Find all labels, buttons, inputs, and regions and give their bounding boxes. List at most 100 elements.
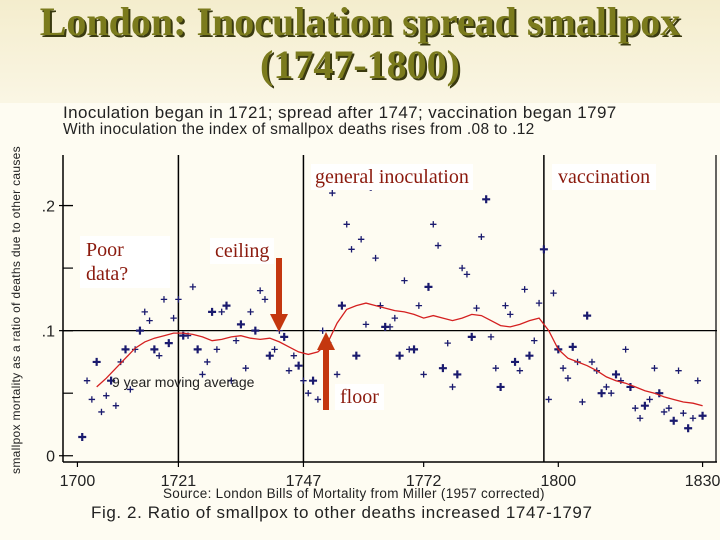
chart-subtitle-line2: With inoculation the index of smallpox d…	[63, 121, 535, 138]
data-point	[160, 296, 168, 303]
data-point	[348, 246, 355, 253]
data-point	[352, 351, 361, 360]
data-point	[236, 320, 245, 329]
data-point	[492, 364, 499, 372]
data-point	[467, 332, 476, 341]
data-point	[189, 283, 197, 291]
data-point	[141, 308, 148, 316]
x-tick-label: 1747	[286, 473, 322, 490]
data-point	[285, 367, 293, 374]
data-point	[415, 302, 423, 309]
moving-average-path	[96, 302, 703, 407]
data-point	[655, 389, 664, 398]
data-point	[309, 376, 318, 385]
data-point	[525, 351, 534, 360]
data-point	[107, 376, 116, 385]
data-point	[651, 364, 658, 372]
x-tick-label: 1772	[406, 473, 442, 490]
data-point	[319, 327, 326, 334]
data-point	[150, 345, 159, 354]
poor-data-label: Poor data?	[80, 236, 170, 288]
data-point	[608, 389, 615, 397]
data-point	[545, 396, 552, 403]
data-point	[247, 308, 254, 316]
data-point	[458, 264, 466, 272]
ceiling-arrow-head	[270, 314, 288, 332]
data-point	[632, 405, 639, 412]
general-inoculation-label: general inoculation	[311, 164, 473, 190]
data-point	[103, 392, 110, 399]
data-point	[617, 377, 625, 384]
y-tick-label: .1	[42, 324, 55, 341]
data-point	[444, 339, 451, 347]
data-point	[199, 371, 206, 378]
data-point	[256, 287, 264, 294]
data-point	[684, 424, 693, 433]
data-point	[473, 304, 480, 312]
data-point	[434, 242, 442, 249]
data-point	[395, 351, 404, 360]
data-point	[228, 377, 235, 384]
title-band	[0, 0, 720, 103]
data-point	[213, 346, 221, 353]
data-point	[640, 401, 649, 410]
data-point	[261, 296, 269, 303]
poor-data-text: Poor data?	[86, 239, 129, 285]
data-point	[453, 370, 462, 379]
data-point	[300, 377, 307, 384]
data-point	[208, 307, 217, 316]
chart-subtitle-line1: Inoculation began in 1721; spread after …	[63, 103, 617, 122]
ceiling-label: ceiling	[210, 238, 275, 264]
data-point	[294, 361, 303, 370]
data-point	[568, 342, 577, 351]
data-point	[660, 408, 668, 416]
data-point	[463, 271, 471, 278]
data-point	[204, 358, 211, 366]
y-tick-label: .2	[42, 199, 55, 216]
figure-caption: Fig. 2. Ratio of smallpox to other death…	[91, 503, 593, 522]
data-point	[539, 245, 548, 254]
floor-label: floor	[335, 384, 384, 410]
chart-axes: 0 .1 .2 1700 1721 1747 1772 1800 1830	[42, 155, 720, 490]
data-point	[280, 332, 289, 341]
data-point	[626, 382, 635, 391]
data-point	[583, 311, 592, 320]
data-point	[603, 383, 610, 391]
data-point	[694, 377, 701, 384]
annotation-arrows	[270, 258, 335, 410]
data-point	[164, 339, 173, 348]
data-point	[646, 396, 653, 403]
data-point	[329, 189, 336, 197]
data-point	[193, 345, 202, 354]
data-point	[689, 415, 697, 422]
data-point	[117, 358, 124, 366]
data-point	[271, 346, 278, 353]
data-point	[636, 415, 644, 422]
data-point	[333, 371, 341, 378]
data-point	[496, 382, 505, 391]
data-point	[550, 289, 557, 297]
data-point	[92, 357, 101, 366]
scatter-markers	[78, 182, 707, 441]
data-point	[535, 299, 543, 307]
data-point	[131, 346, 139, 353]
data-point	[559, 364, 567, 372]
vaccination-label: vaccination	[552, 164, 657, 190]
data-point	[112, 402, 120, 409]
data-point	[449, 383, 456, 391]
data-point	[386, 323, 394, 331]
data-point	[135, 326, 144, 335]
data-point	[424, 282, 433, 291]
data-point	[372, 254, 379, 262]
data-point	[127, 386, 134, 393]
data-point	[680, 410, 687, 417]
data-point	[146, 317, 153, 324]
data-point	[675, 367, 682, 374]
data-point	[98, 408, 105, 416]
data-point	[155, 352, 163, 359]
data-point	[507, 311, 514, 318]
data-point	[121, 345, 130, 354]
data-point	[665, 405, 673, 412]
y-tick-label: 0	[46, 449, 55, 466]
